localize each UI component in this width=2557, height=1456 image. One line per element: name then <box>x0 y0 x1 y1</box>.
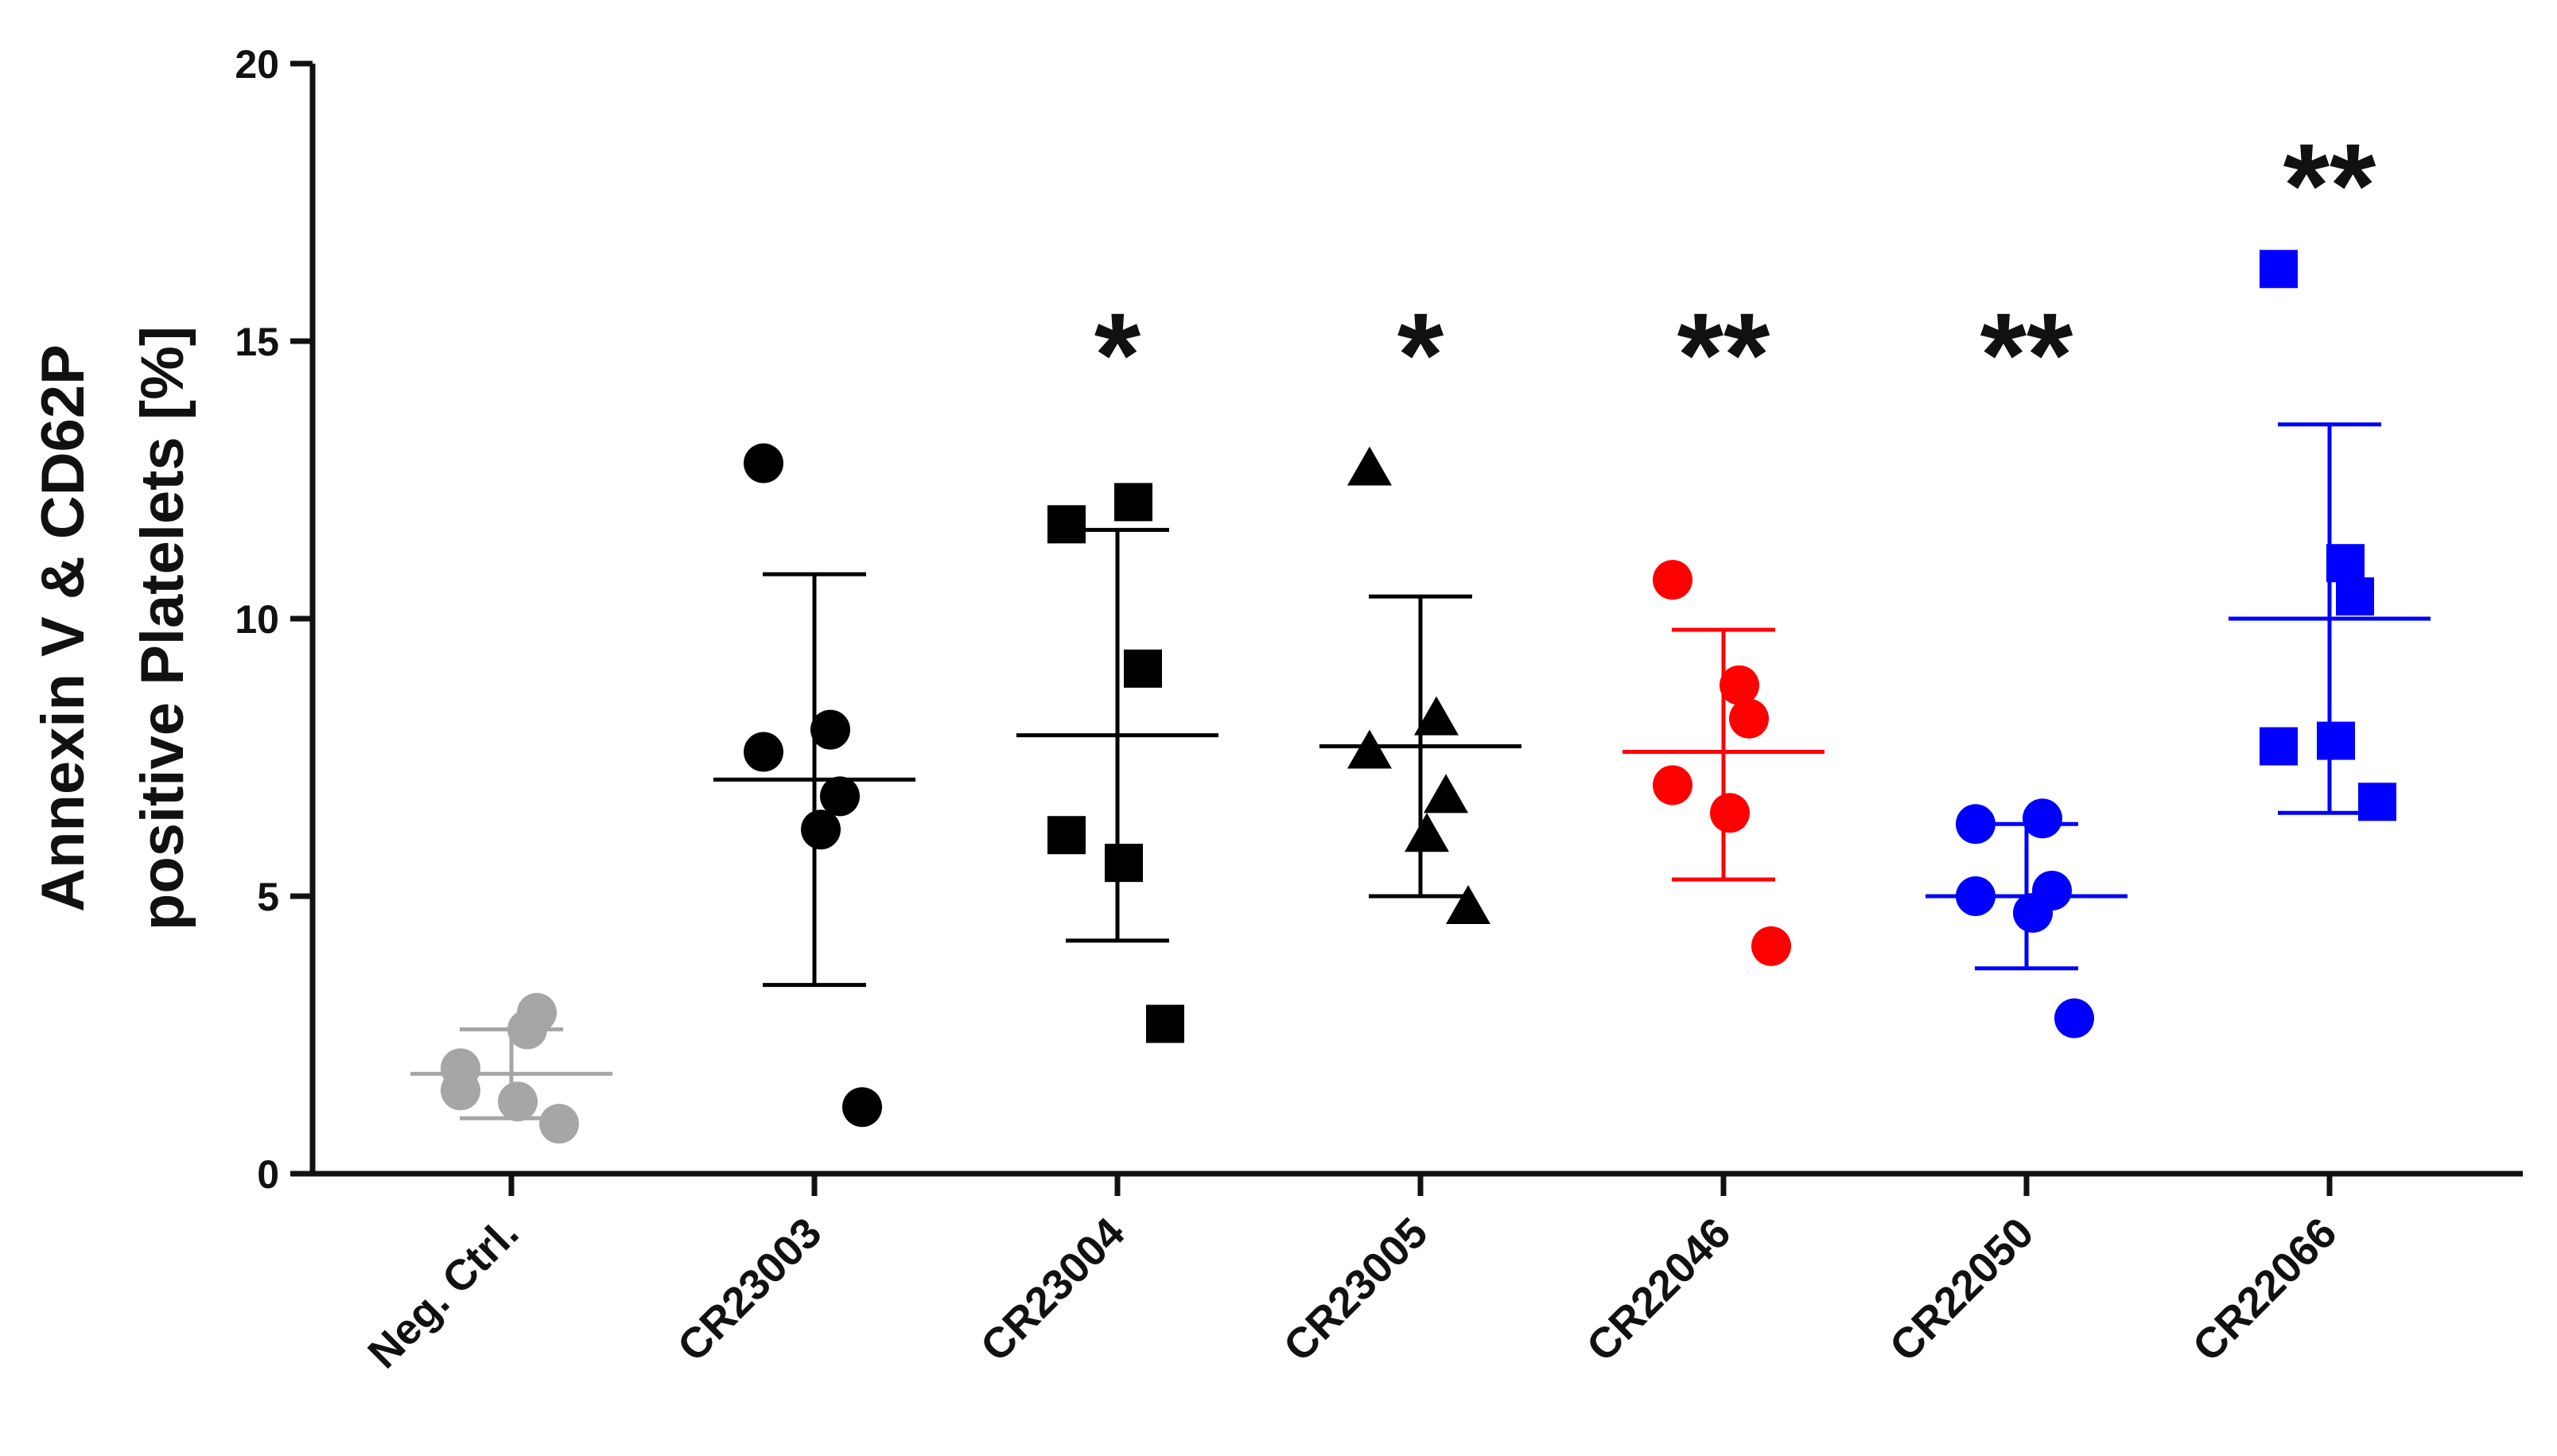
data-point-2-5 <box>1146 1004 1184 1043</box>
significance-label-4: ** <box>1677 288 1770 421</box>
data-point-6-2 <box>2336 577 2374 616</box>
y-axis-title-line2: positive Platelets [%] <box>129 326 196 930</box>
significance-label-2: * <box>1094 288 1141 421</box>
data-point-3-0 <box>1347 446 1392 486</box>
data-point-6-1 <box>2326 544 2365 583</box>
data-point-1-3 <box>744 732 783 772</box>
y-axis-title: Annexin V & CD62P positive Platelets [%] <box>29 326 196 930</box>
error-bar-4 <box>1622 627 1824 882</box>
data-point-5-0 <box>1956 804 1995 844</box>
category-label-0: Neg. Ctrl. <box>359 1209 527 1377</box>
data-point-1-5 <box>842 1087 882 1128</box>
data-point-0-4 <box>498 1081 538 1122</box>
category-label-2: CR23004 <box>972 1209 1134 1371</box>
data-point-2-4 <box>1105 844 1143 883</box>
y-axis-title-line1: Annexin V & CD62P <box>29 344 97 912</box>
data-point-6-5 <box>2358 782 2396 821</box>
significance-label-6: ** <box>2283 118 2376 252</box>
data-point-3-1 <box>1414 696 1459 736</box>
data-point-6-4 <box>2317 721 2355 760</box>
category-label-6: CR22066 <box>2184 1209 2346 1371</box>
data-point-3-3 <box>1347 729 1392 769</box>
data-point-2-1 <box>1114 483 1152 522</box>
y-tick-label-1: 5 <box>257 875 279 919</box>
data-point-5-5 <box>2054 998 2094 1039</box>
data-point-4-5 <box>1751 926 1791 966</box>
data-point-3-4 <box>1405 813 1449 852</box>
y-tick-label-2: 10 <box>235 597 279 642</box>
significance-label-5: ** <box>1980 288 2073 421</box>
data-point-3-2 <box>1424 774 1468 813</box>
category-label-3: CR23005 <box>1275 1209 1437 1371</box>
data-point-5-4 <box>2013 892 2053 933</box>
plot-area: 0 5 10 15 20 Neg. Ctrl. CR23003 CR23004 * CR23005… <box>235 42 2431 1377</box>
y-tick-label-0: 0 <box>257 1152 279 1197</box>
data-point-1-2 <box>820 776 860 817</box>
data-point-2-3 <box>1047 816 1086 855</box>
data-point-6-3 <box>2260 727 2298 766</box>
data-point-2-2 <box>1124 649 1162 688</box>
category-label-5: CR22050 <box>1881 1209 2043 1371</box>
error-bar-2 <box>1016 527 1218 943</box>
data-point-0-2 <box>517 992 557 1033</box>
data-point-1-1 <box>810 709 850 750</box>
data-point-5-3 <box>1956 876 1995 916</box>
data-point-1-0 <box>744 443 783 483</box>
data-point-6-0 <box>2260 250 2298 289</box>
data-point-0-5 <box>539 1104 579 1144</box>
data-point-2-0 <box>1047 505 1086 544</box>
significance-label-3: * <box>1397 288 1444 421</box>
data-point-3-5 <box>1446 884 1490 924</box>
data-point-5-1 <box>2023 798 2062 839</box>
data-point-4-0 <box>1653 560 1692 600</box>
error-bar-1 <box>713 572 915 988</box>
y-tick-label-3: 15 <box>235 320 279 364</box>
data-point-0-3 <box>441 1070 480 1111</box>
y-tick-label-4: 20 <box>235 42 279 87</box>
category-label-4: CR22046 <box>1578 1209 1740 1371</box>
data-point-4-4 <box>1710 793 1750 833</box>
data-point-4-1 <box>1720 665 1759 705</box>
data-point-1-4 <box>801 810 841 850</box>
data-point-4-3 <box>1653 765 1692 806</box>
data-point-4-2 <box>1729 698 1769 739</box>
category-label-1: CR23003 <box>669 1209 831 1371</box>
